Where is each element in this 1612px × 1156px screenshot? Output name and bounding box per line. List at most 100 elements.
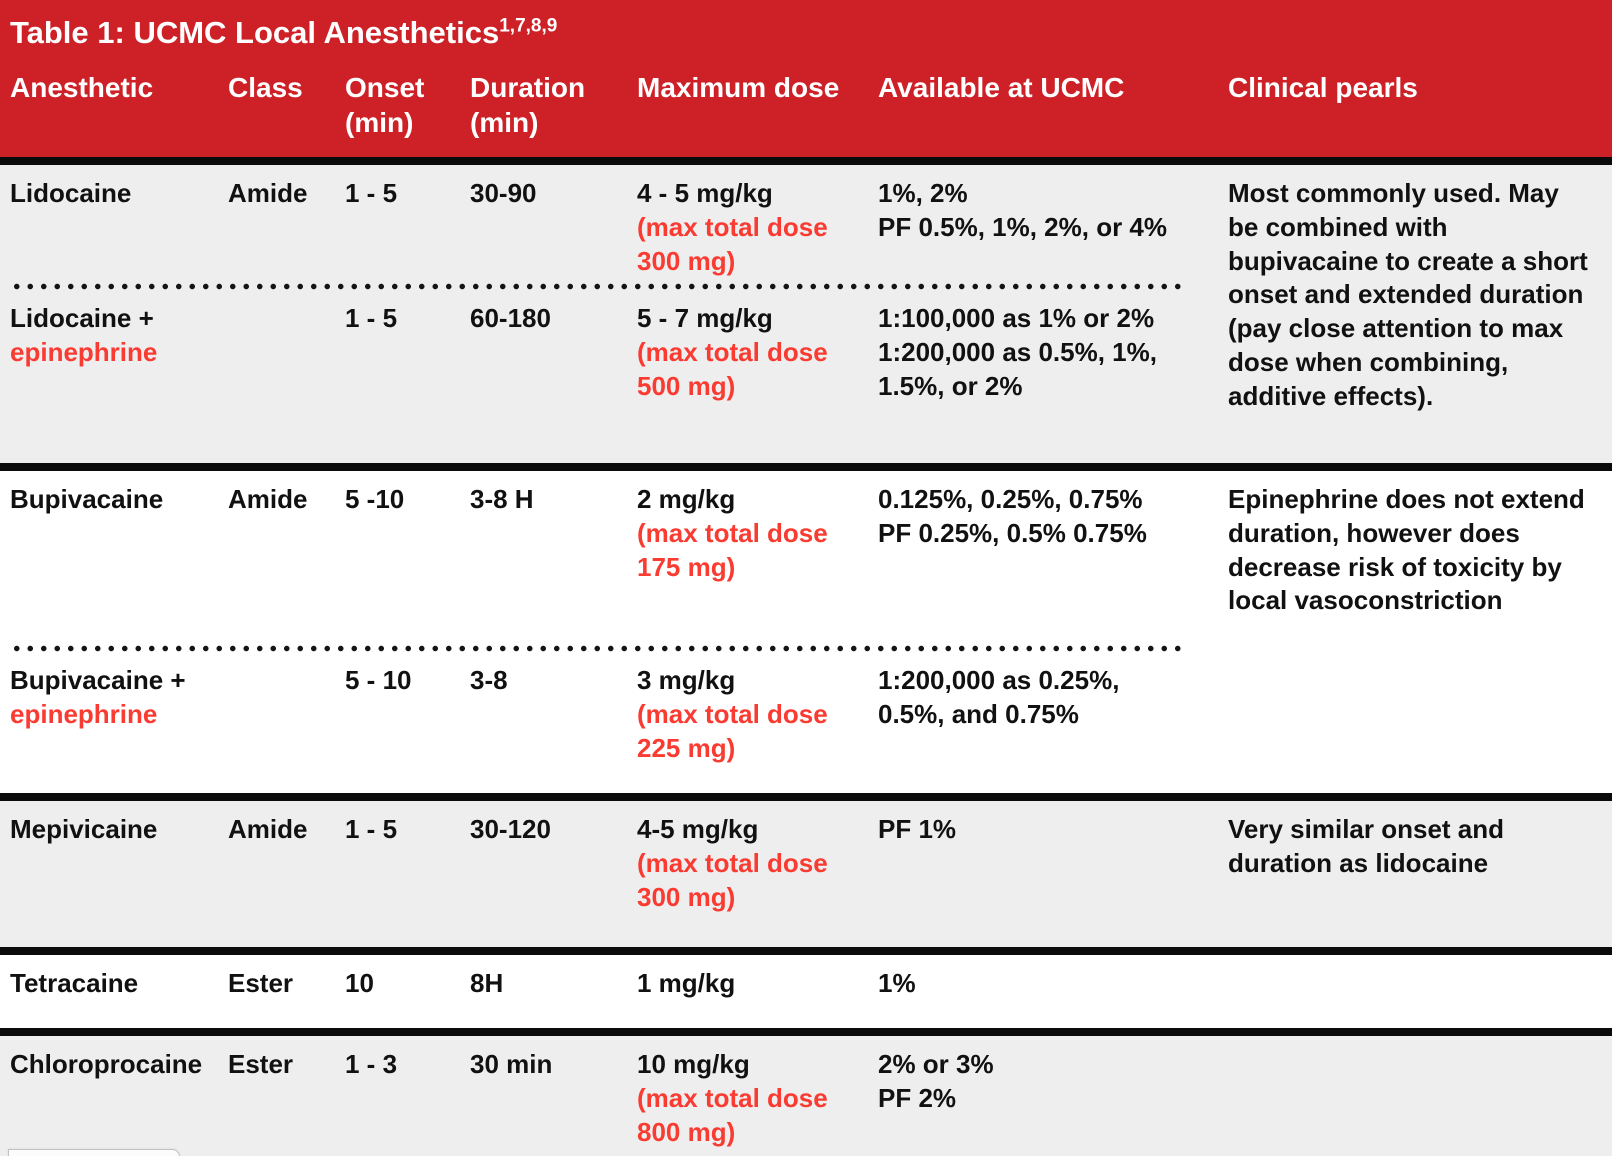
table-header: Table 1: UCMC Local Anesthetics1,7,8,9 A…: [0, 0, 1612, 157]
row-group-tetracaine: Tetracaine Ester 10 8H 1 mg/kg 1%: [0, 955, 1612, 1028]
col-header-onset-unit: (min): [345, 107, 414, 139]
anesthetic-name: Bupivacaine + epinephrine: [10, 664, 228, 765]
anesthetic-name-text: Tetracaine: [10, 968, 139, 998]
available-value: 1:200,000 as 0.25%, 0.5%, and 0.75%: [878, 665, 1120, 729]
duration-value: 3-8: [470, 665, 508, 695]
table-row-chloroprocaine: Chloroprocaine Ester 1 - 3 30 min 10 mg/…: [10, 1036, 1218, 1149]
max-dose: 2 mg/kg (max total dose 175 mg): [637, 483, 878, 645]
max-dose-value: 10 mg/kg: [637, 1049, 750, 1079]
table-row-tetracaine: Tetracaine Ester 10 8H 1 mg/kg 1%: [10, 955, 1218, 1001]
status-bubble: [8, 1149, 180, 1156]
clinical-pearls: [1218, 955, 1612, 1028]
anesthetic-name-text: Mepivicaine: [10, 814, 158, 844]
onset-value: 1 - 5: [345, 814, 398, 844]
max-dose-value: 3 mg/kg: [637, 665, 736, 695]
clinical-pearls: [1218, 1036, 1612, 1156]
anesthetic-name: Lidocaine + epinephrine: [10, 302, 228, 403]
clinical-pearls: Most commonly used. May be combined with…: [1228, 178, 1588, 411]
max-dose-value: 4-5 mg/kg: [637, 814, 759, 844]
anesthetic-name: Mepivicaine: [10, 813, 228, 914]
col-header-max-dose: Maximum dose: [637, 72, 840, 104]
table-row-lidocaine: Lidocaine Amide 1 - 5 30-90 4 - 5 mg/kg …: [10, 165, 1218, 283]
table-title-text: Table 1: UCMC Local Anesthetics: [10, 15, 500, 50]
max-dose-value: 4 - 5 mg/kg: [637, 178, 773, 208]
max-dose: 10 mg/kg (max total dose 800 mg): [637, 1048, 878, 1149]
class-value: Amide: [228, 484, 308, 514]
onset-value: 1 - 5: [345, 178, 398, 208]
class-value: Amide: [228, 178, 308, 208]
max-dose: 4-5 mg/kg (max total dose 300 mg): [637, 813, 878, 914]
max-dose-value: 2 mg/kg: [637, 484, 736, 514]
max-dose-note: (max total dose 225 mg): [637, 698, 828, 763]
max-dose-value: 1 mg/kg: [637, 968, 736, 998]
max-dose-note: (max total dose 175 mg): [637, 517, 828, 582]
onset-value: 5 - 10: [345, 665, 412, 695]
row-group-bupivacaine: Bupivacaine Amide 5 -10 3-8 H 2 mg/kg (m…: [0, 471, 1612, 793]
table-row-mepivicaine: Mepivicaine Amide 1 - 5 30-120 4-5 mg/kg…: [10, 801, 1218, 914]
max-dose-value: 5 - 7 mg/kg: [637, 303, 773, 333]
table-title-footnotes: 1,7,8,9: [499, 15, 558, 37]
max-dose-note: (max total dose 500 mg): [637, 336, 828, 401]
class-value: Ester: [228, 1049, 294, 1079]
anesthetic-name-text: Chloroprocaine: [10, 1049, 203, 1079]
available-value: PF 1%: [878, 814, 957, 844]
max-dose-note: (max total dose 300 mg): [637, 847, 828, 912]
available-value: 1:100,000 as 1% or 2% 1:200,000 as 0.5%,…: [878, 303, 1157, 401]
anesthetic-name-additive: epinephrine: [10, 336, 158, 367]
max-dose-note: (max total dose 300 mg): [637, 211, 828, 276]
anesthetic-name-text: Lidocaine +: [10, 303, 154, 333]
clinical-pearls: Epinephrine does not extend duration, ho…: [1228, 484, 1585, 616]
onset-value: 1 - 5: [345, 303, 398, 333]
col-header-class: Class: [228, 72, 303, 104]
col-header-onset: Onset (min): [345, 70, 470, 140]
col-header-pearls: Clinical pearls: [1228, 72, 1418, 104]
row-group-lidocaine: Lidocaine Amide 1 - 5 30-90 4 - 5 mg/kg …: [0, 165, 1612, 463]
table-row-lidocaine-epinephrine: Lidocaine + epinephrine 1 - 5 60-180 5 -…: [10, 290, 1218, 403]
table-title: Table 1: UCMC Local Anesthetics1,7,8,9: [10, 15, 1602, 50]
anesthetic-name: Bupivacaine: [10, 483, 228, 645]
dotted-divider: [10, 645, 1188, 652]
anesthetic-name-text: Bupivacaine: [10, 484, 164, 514]
section-divider: [0, 157, 1612, 165]
anesthetic-name-text: Bupivacaine +: [10, 665, 186, 695]
section-divider: [0, 793, 1612, 801]
duration-value: 30-120: [470, 814, 551, 844]
max-dose-note: (max total dose 800 mg): [637, 1082, 828, 1147]
col-header-duration-label: Duration: [470, 72, 586, 104]
max-dose: 3 mg/kg (max total dose 225 mg): [637, 664, 878, 765]
col-header-anesthetic: Anesthetic: [10, 72, 154, 104]
duration-value: 8H: [470, 968, 504, 998]
duration-value: 3-8 H: [470, 484, 534, 514]
table-row-bupivacaine-epinephrine: Bupivacaine + epinephrine 5 - 10 3-8 3 m…: [10, 652, 1218, 765]
duration-value: 30 min: [470, 1049, 553, 1079]
clinical-pearls: Very similar onset and duration as lidoc…: [1228, 814, 1505, 878]
onset-value: 5 -10: [345, 484, 405, 514]
anesthetic-name-text: Lidocaine: [10, 178, 132, 208]
col-header-onset-label: Onset: [345, 72, 425, 104]
max-dose: 1 mg/kg: [637, 967, 878, 1001]
section-divider: [0, 1028, 1612, 1036]
class-value: [228, 302, 345, 403]
col-header-available: Available at UCMC: [878, 72, 1125, 104]
duration-value: 60-180: [470, 303, 551, 333]
max-dose: 4 - 5 mg/kg (max total dose 300 mg): [637, 177, 878, 283]
onset-value: 10: [345, 968, 374, 998]
onset-value: 1 - 3: [345, 1049, 398, 1079]
col-header-duration: Duration (min): [470, 70, 637, 140]
class-value: [228, 664, 345, 765]
row-group-mepivicaine: Mepivicaine Amide 1 - 5 30-120 4-5 mg/kg…: [0, 801, 1612, 947]
anesthetic-name: Chloroprocaine: [10, 1048, 228, 1149]
anesthetic-name: Tetracaine: [10, 967, 228, 1001]
anesthetic-name-additive: epinephrine: [10, 698, 158, 729]
col-header-duration-unit: (min): [470, 107, 539, 139]
available-value: 1%: [878, 968, 916, 998]
max-dose: 5 - 7 mg/kg (max total dose 500 mg): [637, 302, 878, 403]
available-value: 0.125%, 0.25%, 0.75% PF 0.25%, 0.5% 0.75…: [878, 484, 1147, 548]
dotted-divider: [10, 283, 1188, 290]
row-group-chloroprocaine: Chloroprocaine Ester 1 - 3 30 min 10 mg/…: [0, 1036, 1612, 1156]
duration-value: 30-90: [470, 178, 537, 208]
section-divider: [0, 947, 1612, 955]
class-value: Ester: [228, 968, 294, 998]
anesthetic-name: Lidocaine: [10, 177, 228, 283]
